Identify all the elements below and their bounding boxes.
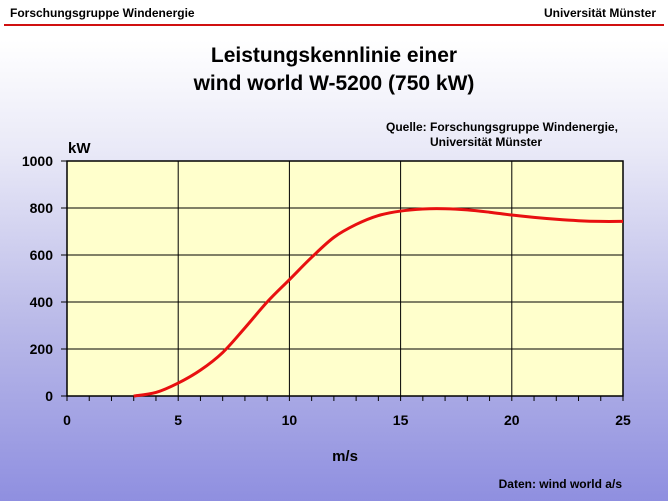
x-axis-label: m/s <box>332 448 358 465</box>
source-line1: Quelle: Forschungsgruppe Windenergie, <box>386 120 618 134</box>
chart-title-line2: wind world W-5200 (750 kW) <box>193 72 475 95</box>
y-tick-label: 1000 <box>22 153 53 169</box>
power-curve-line <box>133 207 624 398</box>
header-left-label: Forschungsgruppe Windenergie <box>10 6 195 20</box>
y-tick-label: 200 <box>30 341 54 357</box>
x-tick-labels: 0 5 10 15 20 25 <box>63 412 631 428</box>
x-tick-label: 5 <box>174 412 182 428</box>
header-right-label: Universität Münster <box>543 6 656 20</box>
source-note: Quelle: Forschungsgruppe Windenergie, Un… <box>386 120 618 150</box>
y-tick-label: 600 <box>30 247 54 263</box>
data-source-footer: Daten: wind world a/s <box>498 477 622 491</box>
chart-title: Leistungskennlinie einer wind world W-52… <box>0 42 668 98</box>
x-tick-label: 15 <box>393 412 409 428</box>
header-faint-text: in Deutschland <box>286 24 366 38</box>
header-divider <box>4 24 664 26</box>
y-tick-label: 400 <box>30 294 54 310</box>
y-axis-label: kW <box>68 140 91 157</box>
minor-ticks <box>61 160 624 401</box>
x-tick-label: 25 <box>615 412 631 428</box>
source-line2: Universität Münster <box>430 135 543 149</box>
x-tick-label: 20 <box>504 412 520 428</box>
x-tick-label: 10 <box>282 412 298 428</box>
x-tick-label: 0 <box>63 412 71 428</box>
y-tick-label: 0 <box>45 388 53 404</box>
chart-title-line1: Leistungskennlinie einer <box>210 44 458 67</box>
y-tick-label: 800 <box>30 200 54 216</box>
y-tick-labels: 0 200 400 600 800 1000 <box>22 153 53 404</box>
plot-area <box>66 160 624 397</box>
